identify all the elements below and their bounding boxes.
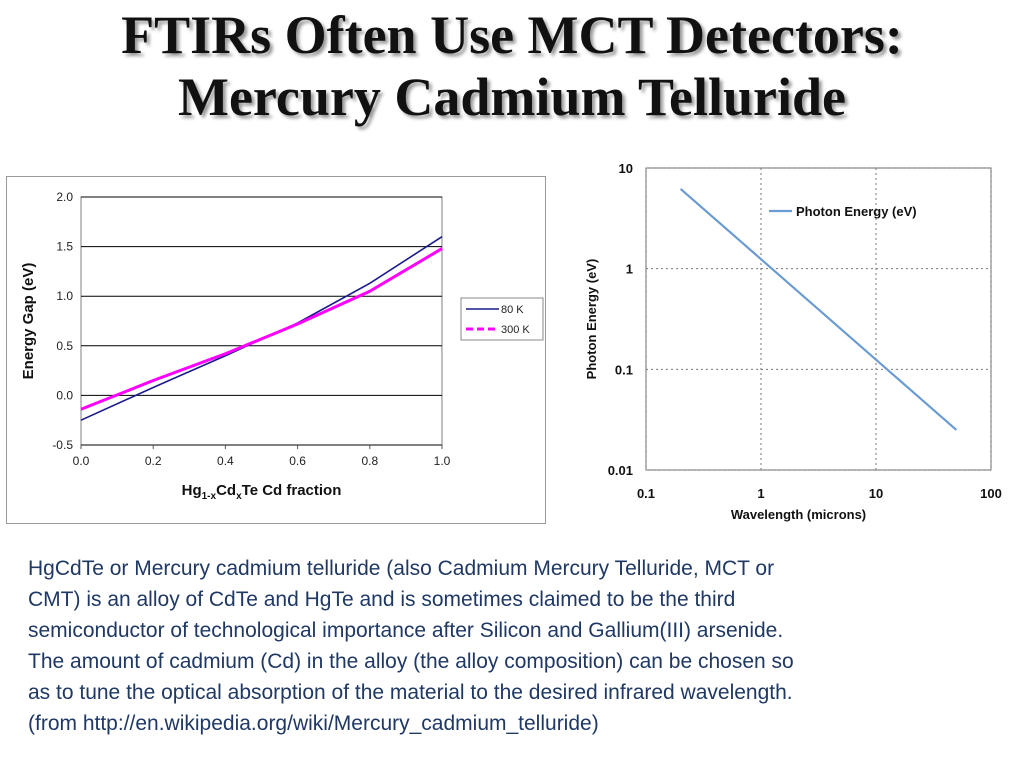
x-axis-label: Wavelength (microns) — [731, 507, 866, 522]
y-tick-label: 0.0 — [56, 388, 73, 402]
slide-title: FTIRs Often Use MCT Detectors: Mercury C… — [0, 4, 1024, 128]
body-paragraph: HgCdTe or Mercury cadmium telluride (als… — [28, 557, 794, 735]
series-line-0 — [679, 188, 958, 431]
x-axis-label-part: Hg — [182, 482, 202, 499]
y-tick-label: 1.5 — [56, 240, 73, 254]
plot-area — [80, 196, 443, 446]
series-line-1 — [80, 247, 443, 411]
x-tick-label: 1.0 — [434, 454, 451, 468]
x-tick-label: 0.8 — [361, 454, 378, 468]
photon-energy-chart: 0.01 0.1 1 10 0.1 1 10 100 Photon Energy (eV) Pho… — [576, 150, 1016, 530]
x-tick-label: 0.0 — [73, 454, 90, 468]
x-tick-label: 0.6 — [289, 454, 306, 468]
x-tick-label: 100 — [980, 486, 1002, 501]
photon-energy-chart-svg: 0.01 0.1 1 10 0.1 1 10 100 Photon Energy (eV) Pho… — [584, 161, 1002, 522]
title-line-2: Mercury Cadmium Telluride — [178, 67, 846, 127]
x-axis-label-part: x — [236, 491, 242, 502]
x-axis-label-part: 1-x — [202, 491, 217, 502]
y-axis-label: Energy Gap (eV) — [20, 263, 37, 380]
y-tick-label: 2.0 — [56, 190, 73, 204]
legend-label-0: Photon Energy (eV) — [796, 204, 917, 219]
energy-gap-chart-svg: -0.50.00.51.01.52.00.0 0.2 0.4 0.6 0.8 1.080 … — [6, 176, 546, 524]
x-tick-label: 1 — [757, 486, 764, 501]
legend-label-1: 300 K — [501, 324, 530, 336]
x-tick-label: 0.4 — [217, 454, 234, 468]
energy-gap-chart: -0.5 0.0 0.5 1.0 1.5 2.0 0.0 0.2 0.4 0.6 0.8 1.0 80 … — [6, 176, 546, 524]
y-tick-label: 1 — [626, 262, 633, 277]
y-tick-label: 0.1 — [615, 362, 633, 377]
legend-label-0: 80 K — [501, 304, 524, 316]
x-axis-label-part: Cd — [216, 482, 236, 499]
x-tick-label: 10 — [869, 486, 883, 501]
plot-area — [645, 167, 992, 471]
legend-box — [460, 297, 544, 341]
y-axis-label: Photon Energy (eV) — [584, 259, 599, 380]
y-tick-label: -0.5 — [52, 438, 73, 452]
y-tick-label: 0.01 — [608, 463, 633, 478]
x-tick-label: 0.2 — [145, 454, 162, 468]
x-axis-label-part: Te Cd fraction — [242, 482, 342, 499]
x-axis-label: Hg1-xCdxTe Cd fraction — [182, 482, 342, 502]
y-tick-label: 1.0 — [56, 289, 73, 303]
x-tick-label: 0.1 — [637, 486, 655, 501]
y-tick-label: 0.5 — [56, 339, 73, 353]
y-tick-label: 10 — [619, 161, 633, 176]
title-line-1: FTIRs Often Use MCT Detectors: — [121, 5, 903, 65]
